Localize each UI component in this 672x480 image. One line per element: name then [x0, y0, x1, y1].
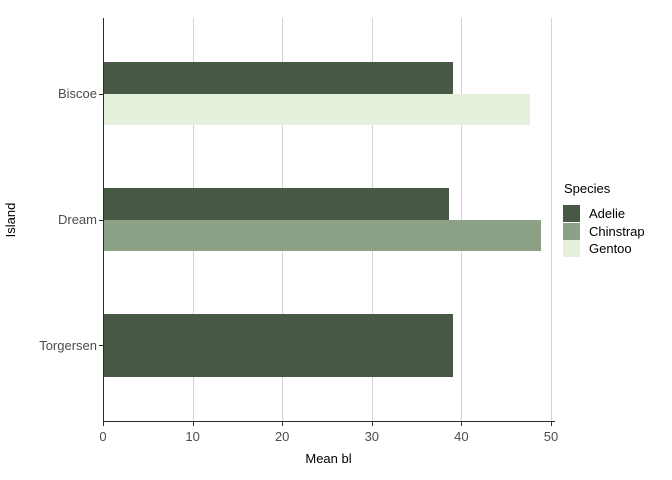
- legend: Species Adelie Chinstrap Gentoo: [563, 181, 645, 258]
- y-tick-mark-torgersen: [99, 345, 103, 347]
- y-tick-label-biscoe: Biscoe: [57, 86, 97, 102]
- y-tick-label-torgersen: Torgersen: [39, 337, 97, 353]
- x-tick-mark-40: [461, 422, 463, 426]
- x-tick-mark-50: [551, 422, 552, 426]
- x-tick-mark-0: [103, 422, 104, 426]
- bar-dream-chinstrap: [104, 219, 542, 251]
- x-tick-mark-30: [371, 422, 373, 426]
- bar-biscoe-adelie: [104, 62, 454, 94]
- legend-title: Species: [564, 181, 611, 196]
- bar-biscoe-gentoo: [104, 93, 530, 126]
- legend-key-adelie: [563, 205, 580, 222]
- x-tick-mark-10: [192, 422, 194, 426]
- x-axis-title: Mean bl: [305, 451, 352, 466]
- x-tick-label-50: 50: [543, 429, 559, 444]
- legend-key-chinstrap: [563, 222, 580, 240]
- legend-key-gentoo: [563, 240, 580, 257]
- x-tick-label-0: 0: [99, 429, 107, 444]
- bar-torgersen-adelie: [104, 313, 454, 377]
- y-tick-mark-biscoe: [99, 93, 103, 95]
- legend-item-adelie: Adelie: [563, 205, 645, 222]
- legend-label-adelie: Adelie: [589, 206, 626, 221]
- bar-dream-adelie: [104, 188, 449, 220]
- gridline-x-50: [551, 18, 552, 421]
- legend-item-chinstrap: Chinstrap: [563, 222, 645, 240]
- y-tick-label-dream: Dream: [57, 212, 97, 227]
- legend-item-gentoo: Gentoo: [563, 240, 645, 257]
- y-tick-mark-dream: [99, 219, 103, 221]
- legend-label-chinstrap: Chinstrap: [589, 223, 645, 239]
- x-tick-mark-20: [282, 422, 284, 426]
- plot-panel: [103, 18, 555, 422]
- x-tick-label-30: 30: [364, 429, 380, 444]
- x-tick-label-20: 20: [274, 429, 290, 444]
- x-tick-label-10: 10: [185, 429, 200, 444]
- legend-items: Adelie Chinstrap Gentoo: [563, 205, 645, 257]
- legend-label-gentoo: Gentoo: [589, 241, 632, 256]
- x-tick-label-40: 40: [454, 429, 469, 444]
